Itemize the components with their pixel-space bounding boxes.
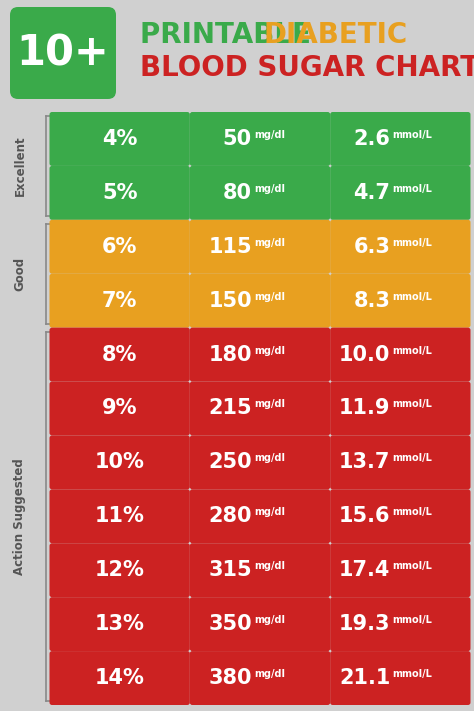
Text: 180: 180 — [209, 345, 252, 365]
Text: mmol/L: mmol/L — [392, 669, 432, 679]
FancyBboxPatch shape — [49, 651, 190, 705]
Text: 10%: 10% — [95, 452, 145, 472]
FancyBboxPatch shape — [49, 489, 190, 543]
Text: 2.6: 2.6 — [354, 129, 390, 149]
Text: 9%: 9% — [102, 398, 137, 419]
FancyBboxPatch shape — [49, 382, 190, 435]
FancyBboxPatch shape — [49, 328, 190, 382]
FancyBboxPatch shape — [49, 274, 190, 328]
FancyBboxPatch shape — [49, 435, 190, 489]
FancyBboxPatch shape — [330, 597, 471, 651]
FancyBboxPatch shape — [49, 543, 190, 597]
Text: mmol/L: mmol/L — [392, 400, 432, 410]
Text: 17.4: 17.4 — [339, 560, 390, 580]
Text: 4.7: 4.7 — [354, 183, 390, 203]
Text: 215: 215 — [209, 398, 252, 419]
Text: mg/dl: mg/dl — [254, 454, 285, 464]
Text: 10.0: 10.0 — [339, 345, 390, 365]
Text: BLOOD SUGAR CHART: BLOOD SUGAR CHART — [140, 54, 474, 82]
Text: 21.1: 21.1 — [339, 668, 390, 688]
FancyBboxPatch shape — [330, 166, 471, 220]
Text: mmol/L: mmol/L — [392, 184, 432, 194]
FancyBboxPatch shape — [190, 489, 330, 543]
Text: mmol/L: mmol/L — [392, 130, 432, 140]
FancyBboxPatch shape — [330, 112, 471, 166]
Text: DIABETIC: DIABETIC — [264, 21, 408, 49]
Text: 4%: 4% — [102, 129, 137, 149]
Text: mg/dl: mg/dl — [254, 130, 285, 140]
Text: Good: Good — [13, 257, 27, 291]
FancyBboxPatch shape — [190, 220, 330, 274]
Text: 250: 250 — [209, 452, 252, 472]
Text: 350: 350 — [209, 614, 252, 634]
Text: 115: 115 — [209, 237, 252, 257]
FancyBboxPatch shape — [330, 382, 471, 435]
FancyBboxPatch shape — [190, 166, 330, 220]
FancyBboxPatch shape — [49, 166, 190, 220]
FancyBboxPatch shape — [10, 7, 116, 99]
Text: PRINTABLE: PRINTABLE — [140, 21, 320, 49]
Text: 11.9: 11.9 — [339, 398, 390, 419]
Text: 7%: 7% — [102, 291, 137, 311]
Text: mmol/L: mmol/L — [392, 454, 432, 464]
Text: mg/dl: mg/dl — [254, 346, 285, 356]
Text: 15.6: 15.6 — [339, 506, 390, 526]
Text: 8%: 8% — [102, 345, 137, 365]
FancyBboxPatch shape — [190, 597, 330, 651]
Text: mmol/L: mmol/L — [392, 237, 432, 247]
Text: Action Suggested: Action Suggested — [13, 458, 27, 574]
FancyBboxPatch shape — [190, 651, 330, 705]
Text: 10+: 10+ — [17, 32, 109, 74]
Text: 5%: 5% — [102, 183, 137, 203]
Text: 8.3: 8.3 — [354, 291, 390, 311]
FancyBboxPatch shape — [330, 274, 471, 328]
Text: 13.7: 13.7 — [339, 452, 390, 472]
Text: mmol/L: mmol/L — [392, 615, 432, 625]
Text: 280: 280 — [209, 506, 252, 526]
Text: 80: 80 — [223, 183, 252, 203]
FancyBboxPatch shape — [49, 112, 190, 166]
FancyBboxPatch shape — [330, 543, 471, 597]
FancyBboxPatch shape — [190, 382, 330, 435]
Text: mg/dl: mg/dl — [254, 184, 285, 194]
FancyBboxPatch shape — [330, 489, 471, 543]
Text: 12%: 12% — [95, 560, 145, 580]
Text: 6%: 6% — [102, 237, 137, 257]
FancyBboxPatch shape — [190, 274, 330, 328]
Text: mg/dl: mg/dl — [254, 292, 285, 301]
Text: mmol/L: mmol/L — [392, 346, 432, 356]
FancyBboxPatch shape — [49, 597, 190, 651]
Text: 11%: 11% — [95, 506, 145, 526]
Text: mg/dl: mg/dl — [254, 561, 285, 571]
Text: 6.3: 6.3 — [354, 237, 390, 257]
Text: Excellent: Excellent — [13, 136, 27, 196]
FancyBboxPatch shape — [190, 328, 330, 382]
Text: 380: 380 — [209, 668, 252, 688]
FancyBboxPatch shape — [330, 651, 471, 705]
Text: mg/dl: mg/dl — [254, 237, 285, 247]
Text: 50: 50 — [223, 129, 252, 149]
Text: 315: 315 — [209, 560, 252, 580]
FancyBboxPatch shape — [330, 435, 471, 489]
FancyBboxPatch shape — [330, 328, 471, 382]
FancyBboxPatch shape — [49, 220, 190, 274]
FancyBboxPatch shape — [190, 543, 330, 597]
Text: mg/dl: mg/dl — [254, 669, 285, 679]
Text: 13%: 13% — [95, 614, 145, 634]
Text: mmol/L: mmol/L — [392, 561, 432, 571]
Text: mg/dl: mg/dl — [254, 508, 285, 518]
Text: mg/dl: mg/dl — [254, 400, 285, 410]
Text: 150: 150 — [209, 291, 252, 311]
Text: 19.3: 19.3 — [339, 614, 390, 634]
FancyBboxPatch shape — [190, 112, 330, 166]
Text: 14%: 14% — [95, 668, 145, 688]
Text: mg/dl: mg/dl — [254, 615, 285, 625]
Text: mmol/L: mmol/L — [392, 292, 432, 301]
Text: mmol/L: mmol/L — [392, 508, 432, 518]
FancyBboxPatch shape — [190, 435, 330, 489]
FancyBboxPatch shape — [330, 220, 471, 274]
